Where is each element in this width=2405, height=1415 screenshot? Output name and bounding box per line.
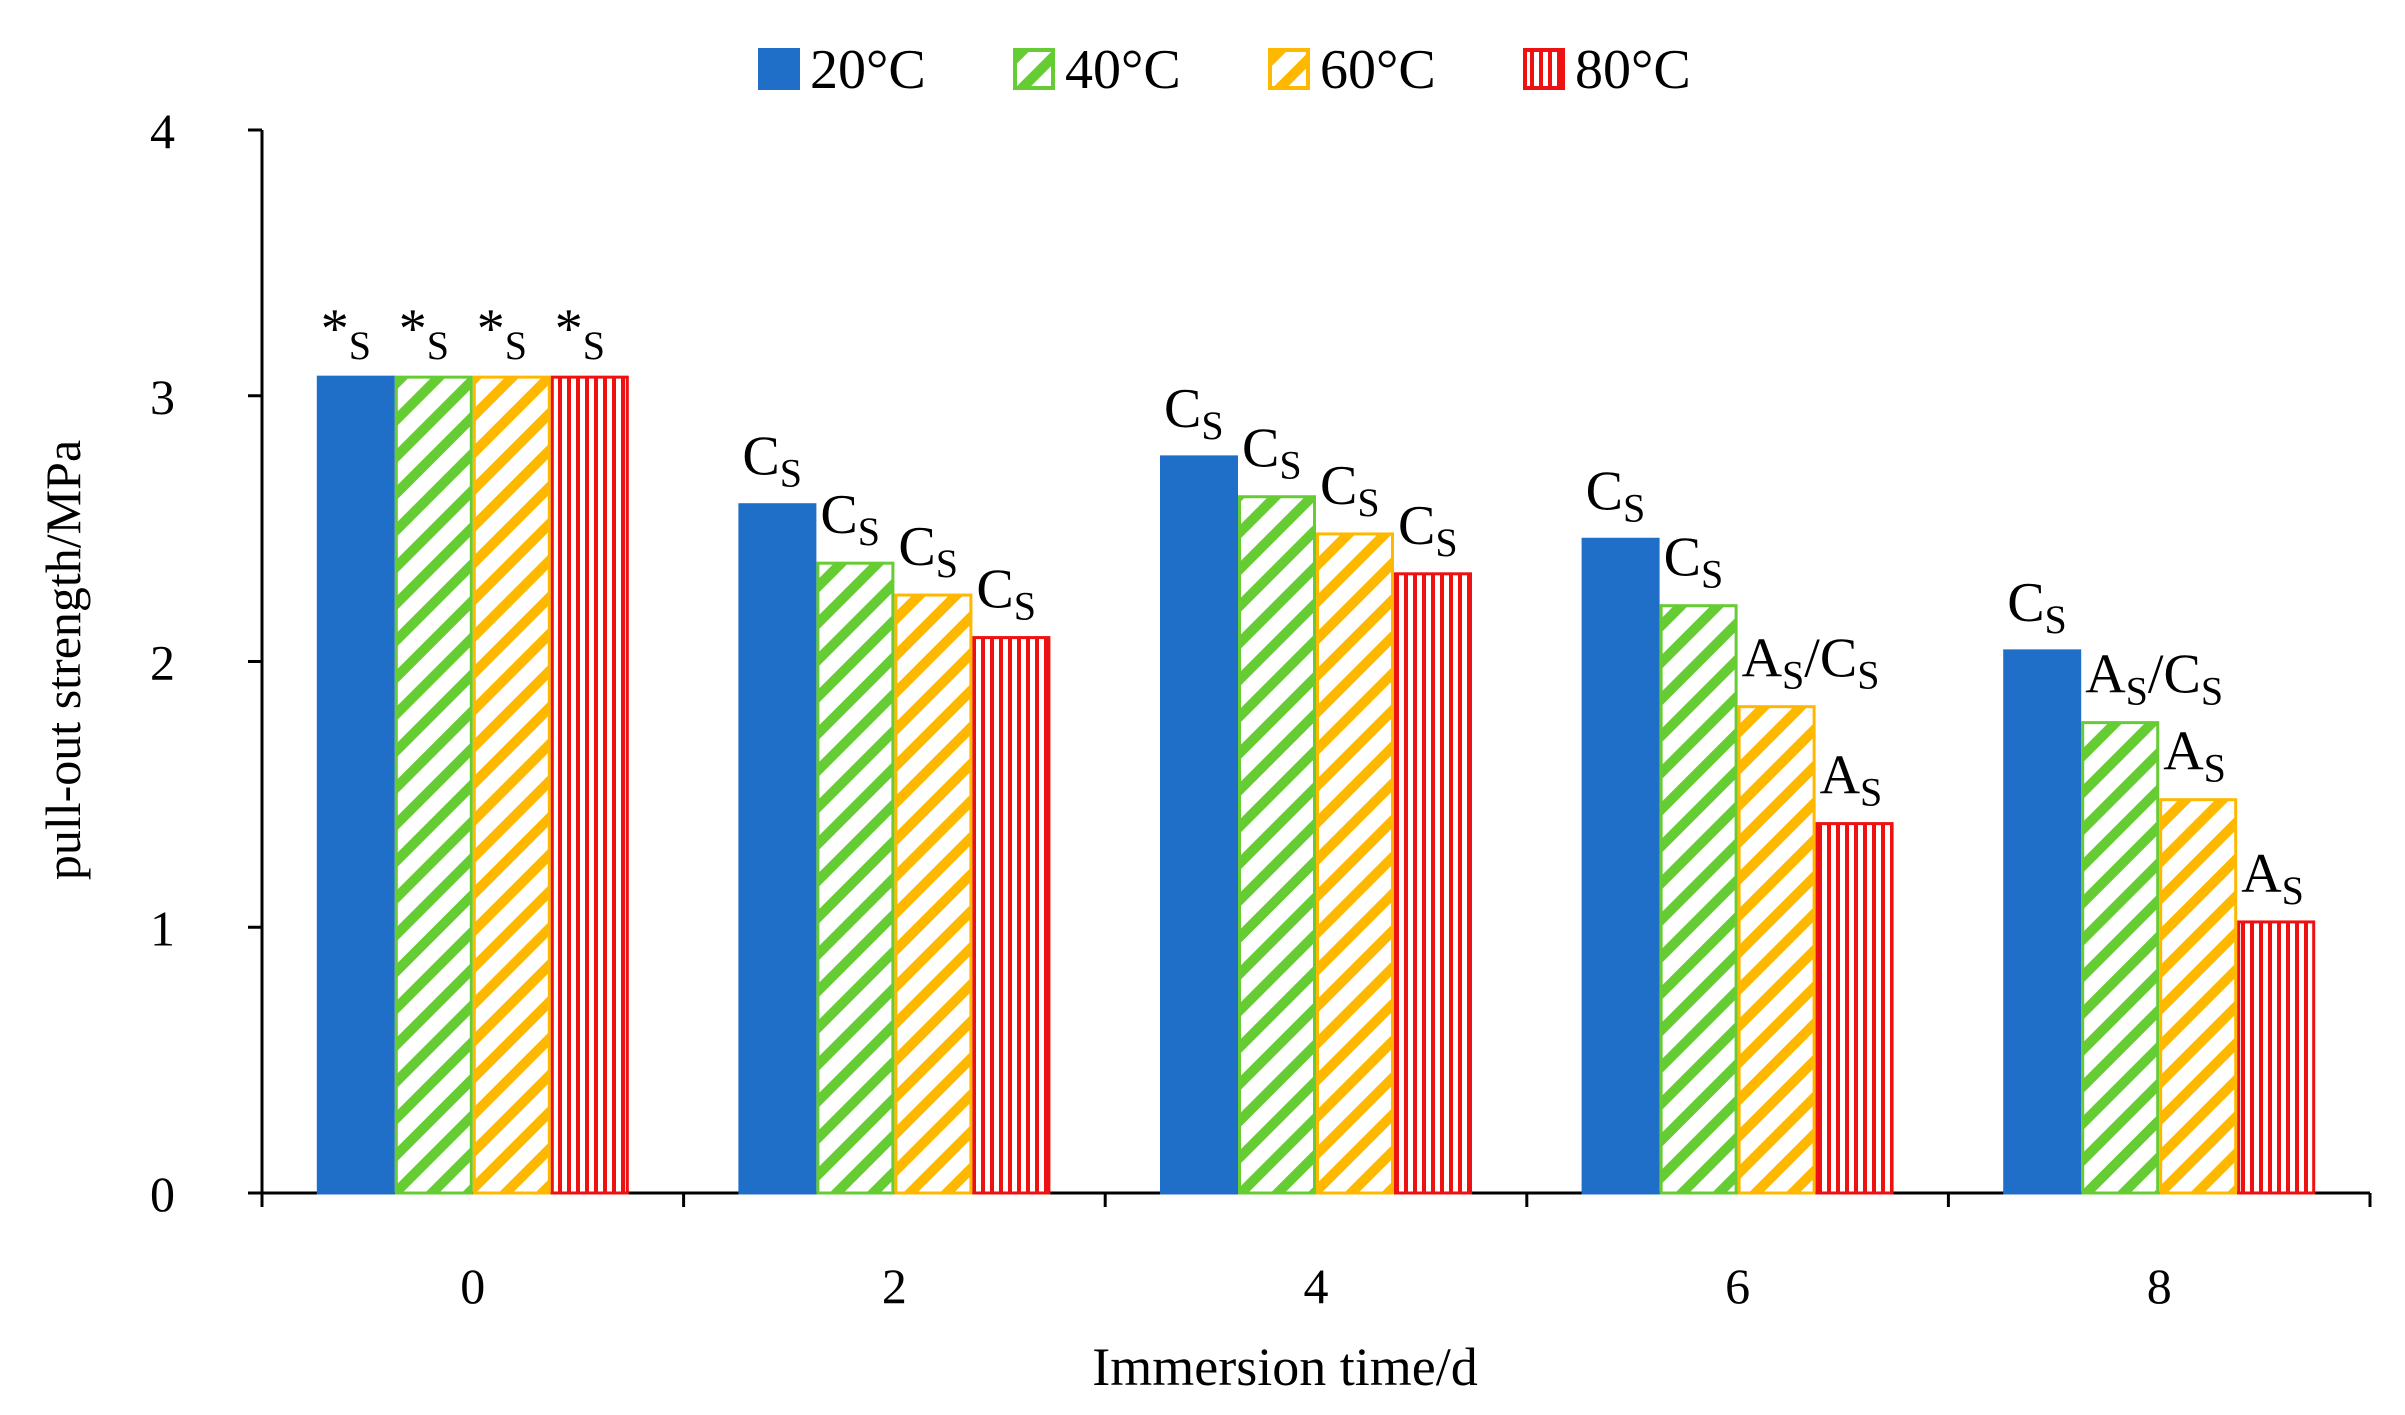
legend-item: 40°C xyxy=(1013,39,1181,101)
significance-label: AS/CS xyxy=(1742,628,1880,698)
x-tick-label: 6 xyxy=(1725,1258,1750,1314)
significance-label: CS xyxy=(1164,378,1224,448)
significance-label: CS xyxy=(820,484,880,554)
significance-label: CS xyxy=(1398,495,1458,565)
bar-80C-day-0 xyxy=(550,375,629,1195)
bars xyxy=(316,375,2316,1195)
significance-label: CS xyxy=(1664,527,1724,597)
x-tick-label: 8 xyxy=(2147,1258,2172,1314)
y-tick-label: 3 xyxy=(150,369,175,425)
bar-20C-day-2 xyxy=(738,503,817,1195)
legend-item: 60°C xyxy=(1268,39,1436,101)
legend-swatch xyxy=(1268,48,1310,90)
significance-label: AS/CS xyxy=(2085,644,2223,714)
legend-label: 40°C xyxy=(1065,39,1181,101)
legend-label: 20°C xyxy=(810,39,926,101)
significance-label: *S xyxy=(321,298,371,368)
y-axis-title: pull-out strength/MPa xyxy=(35,440,91,880)
significance-label: CS xyxy=(1320,455,1380,525)
legend-item: 20°C xyxy=(758,39,926,101)
legend-item: 80°C xyxy=(1523,39,1691,101)
y-tick-label: 1 xyxy=(150,900,175,956)
significance-label: CS xyxy=(742,426,802,496)
bar-40C-day-8 xyxy=(2081,721,2160,1195)
bar-40C-day-4 xyxy=(1238,495,1316,1195)
significance-label: CS xyxy=(976,559,1036,629)
y-tick-label: 0 xyxy=(150,1166,175,1222)
significance-label: *S xyxy=(477,298,527,368)
bar-60C-day-0 xyxy=(472,375,551,1195)
bar-20C-day-6 xyxy=(1581,537,1660,1195)
bar-80C-day-4 xyxy=(1394,572,1472,1195)
legend-swatch xyxy=(1013,48,1055,90)
significance-label: *S xyxy=(399,298,449,368)
bar-60C-day-2 xyxy=(894,593,973,1195)
bar-60C-day-4 xyxy=(1316,532,1394,1195)
significance-label: AS xyxy=(2241,843,2304,913)
bar-20C-day-0 xyxy=(316,375,395,1195)
bar-80C-day-8 xyxy=(2237,920,2316,1195)
y-tick-label: 2 xyxy=(150,635,175,691)
x-tick-label: 2 xyxy=(882,1258,907,1314)
x-tick-label: 4 xyxy=(1304,1258,1329,1314)
bar-80C-day-6 xyxy=(1815,822,1894,1195)
bar-40C-day-2 xyxy=(816,561,895,1195)
bar-80C-day-2 xyxy=(972,636,1051,1195)
significance-label: CS xyxy=(1242,418,1302,488)
y-tick-label: 4 xyxy=(150,103,175,159)
significance-label: AS xyxy=(1820,745,1883,815)
bar-20C-day-8 xyxy=(2003,649,2082,1195)
x-tick-label: 0 xyxy=(460,1258,485,1314)
bar-60C-day-6 xyxy=(1737,705,1816,1195)
bar-40C-day-0 xyxy=(394,375,473,1195)
significance-label: AS xyxy=(2163,721,2226,791)
significance-label: CS xyxy=(1586,460,1646,530)
significance-label: *S xyxy=(555,298,605,368)
bar-40C-day-6 xyxy=(1659,604,1738,1195)
legend: 20°C 40°C 60°C 80°C xyxy=(758,39,1691,101)
x-axis-title: Immersion time/d xyxy=(1092,1337,1477,1397)
legend-swatch xyxy=(1523,48,1565,90)
legend-label: 60°C xyxy=(1320,39,1436,101)
bar-20C-day-4 xyxy=(1160,455,1238,1195)
legend-label: 80°C xyxy=(1575,39,1691,101)
significance-label: CS xyxy=(2007,572,2067,642)
significance-label: CS xyxy=(898,516,958,586)
legend-swatch xyxy=(758,48,800,90)
bar-60C-day-8 xyxy=(2159,798,2238,1195)
